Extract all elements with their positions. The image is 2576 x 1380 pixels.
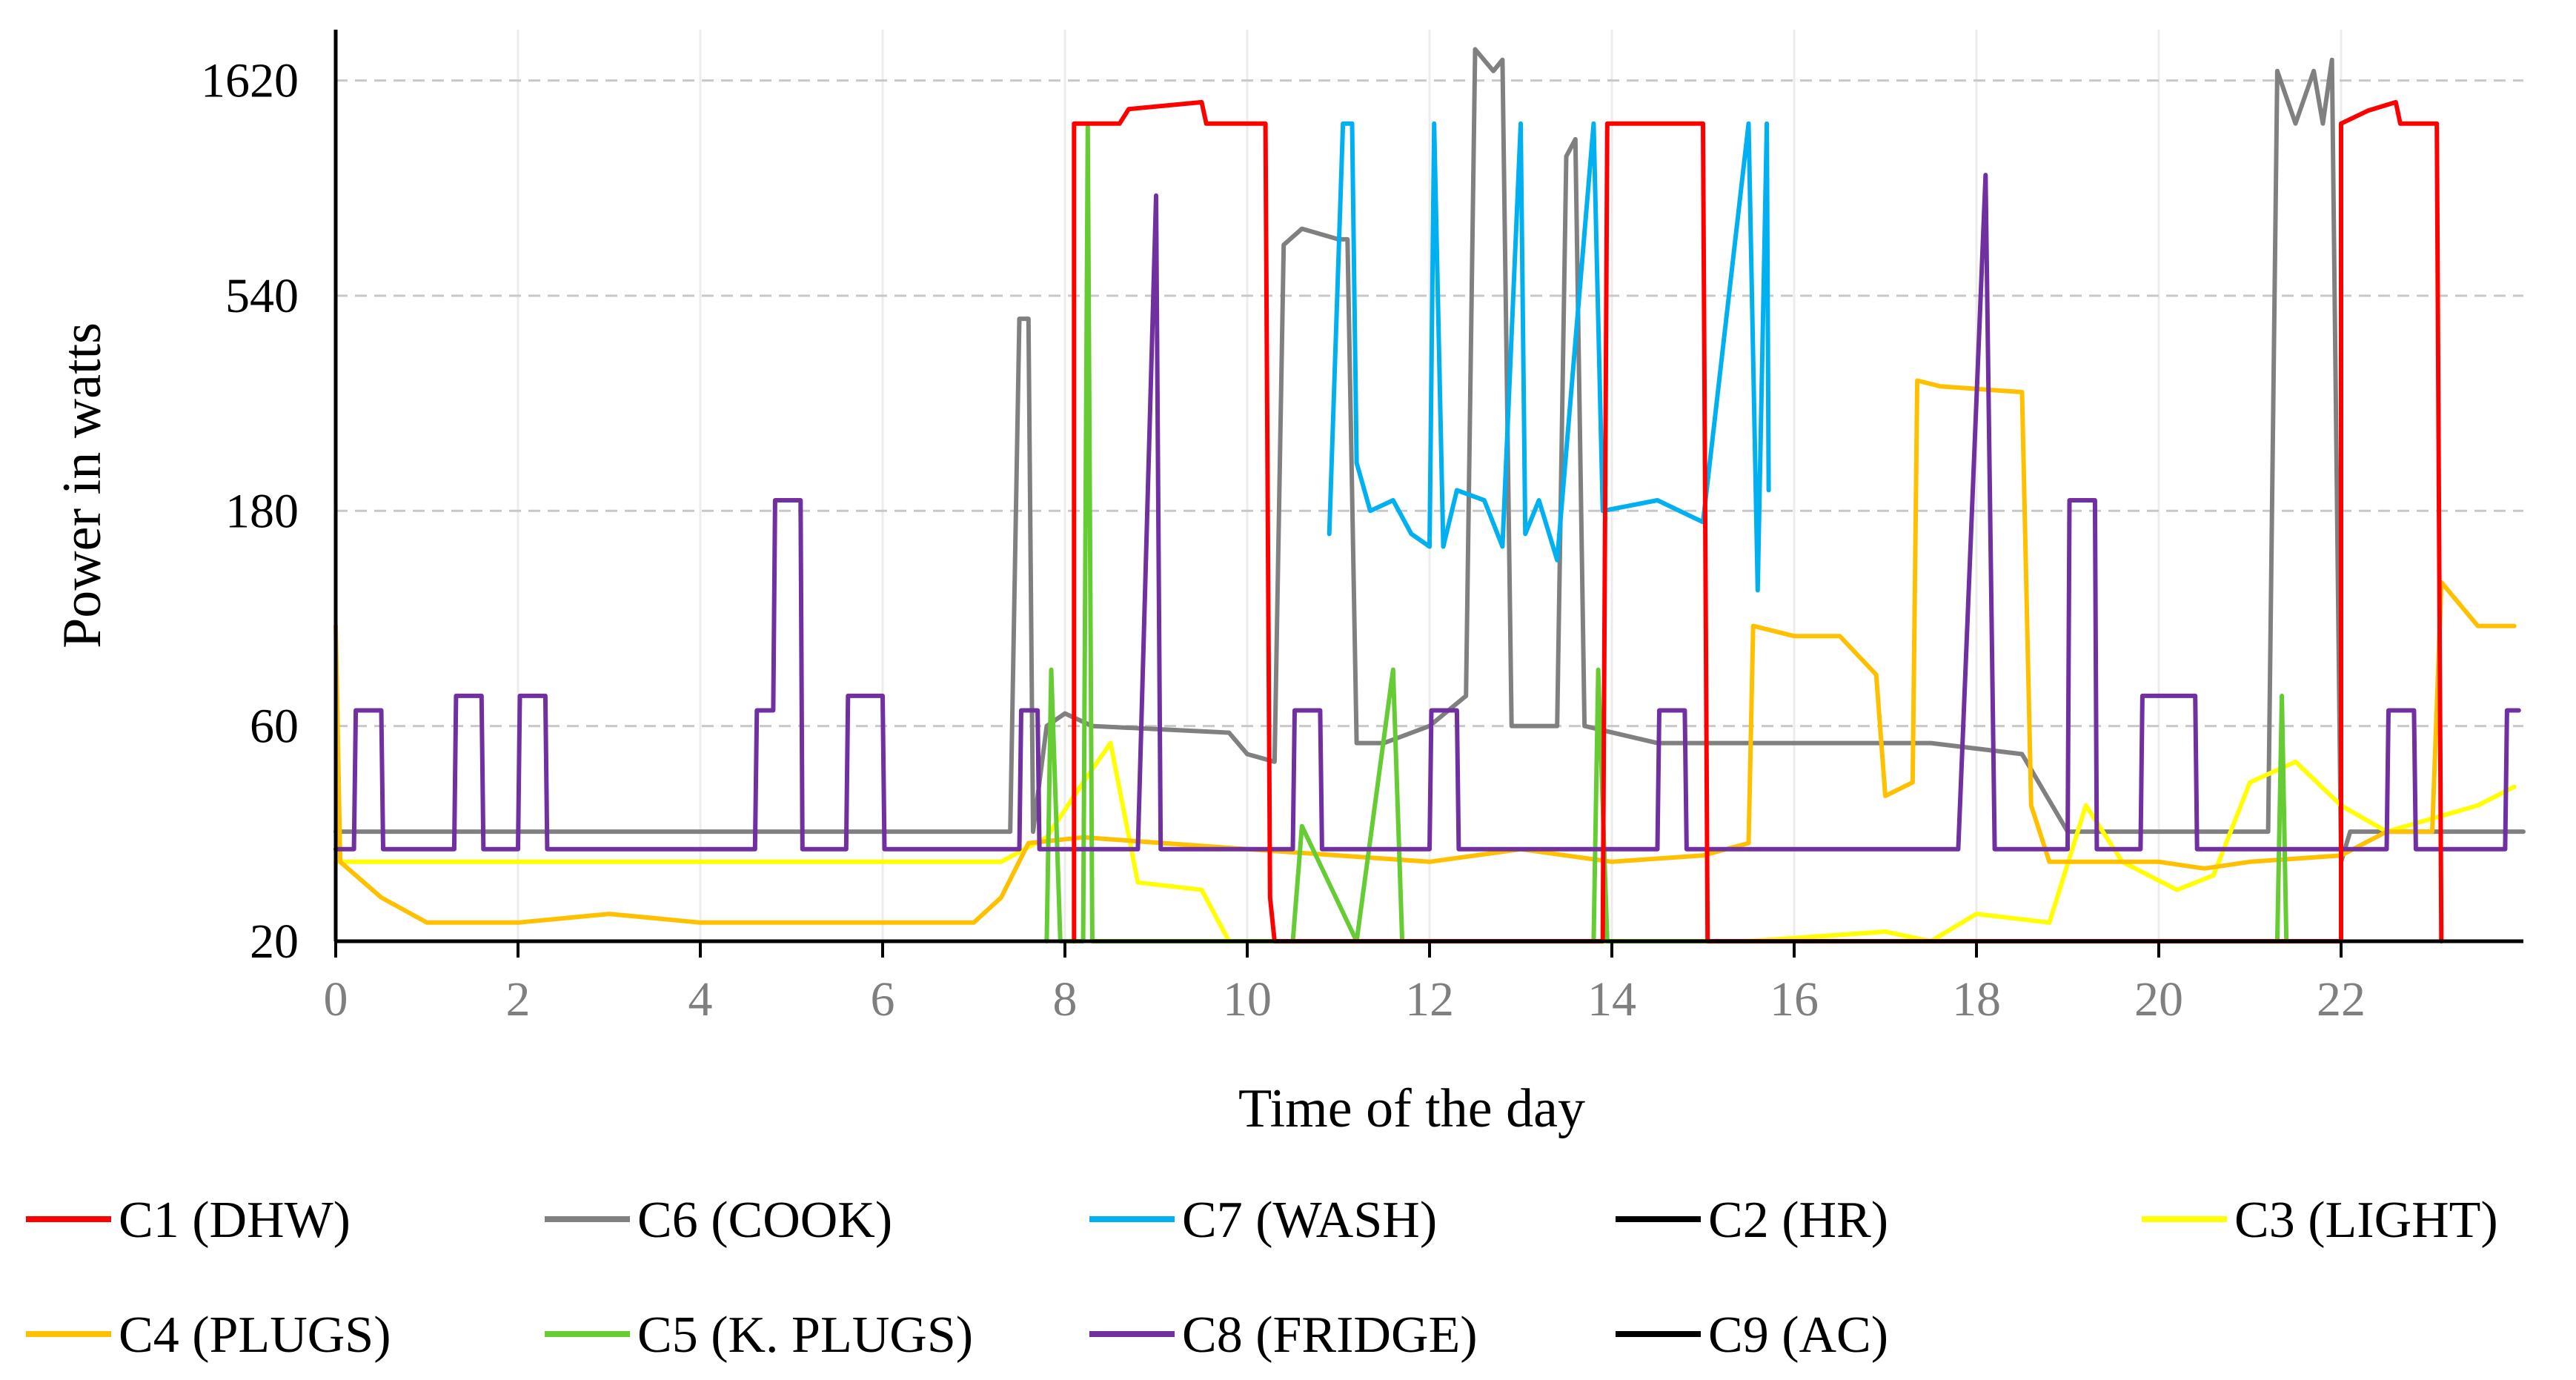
x-tick-label: 12 bbox=[1405, 972, 1454, 1026]
legend-label: C9 (AC) bbox=[1708, 1307, 1888, 1364]
x-tick-label: 10 bbox=[1223, 972, 1272, 1026]
horizontal-grid bbox=[336, 79, 2523, 728]
legend: C1 (DHW) C6 (COOK) C7 (WASH) C2 (HR) C3 (LIG… bbox=[26, 1192, 2498, 1364]
x-tick-label: 16 bbox=[1770, 972, 1819, 1026]
y-tick-label: 1620 bbox=[201, 54, 299, 108]
legend-label: C4 (PLUGS) bbox=[119, 1307, 391, 1364]
y-axis-ticks: 20 60 180 540 1620 bbox=[201, 54, 299, 969]
series-line-1 bbox=[1072, 99, 2444, 943]
y-tick-label: 540 bbox=[225, 269, 299, 323]
legend-label: C7 (WASH) bbox=[1182, 1192, 1437, 1249]
legend-label: C1 (DHW) bbox=[119, 1192, 351, 1249]
series-line-5 bbox=[333, 740, 2517, 943]
x-tick-label: 0 bbox=[324, 972, 348, 1026]
legend-label: C6 (COOK) bbox=[637, 1192, 892, 1249]
legend-label: C8 (FRIDGE) bbox=[1182, 1307, 1478, 1364]
legend-label: C3 (LIGHT) bbox=[2234, 1192, 2498, 1249]
x-tick-label: 8 bbox=[1053, 972, 1078, 1026]
x-tick-label: 2 bbox=[506, 972, 531, 1026]
y-tick-label: 60 bbox=[250, 700, 299, 754]
series-line-6 bbox=[333, 378, 2517, 925]
x-tick-label: 14 bbox=[1587, 972, 1636, 1026]
series-line-3 bbox=[1327, 121, 1771, 593]
x-tick-label: 6 bbox=[871, 972, 895, 1026]
y-axis-title: Power in watts bbox=[52, 322, 113, 648]
x-tick-label: 18 bbox=[1952, 972, 2001, 1026]
legend-label: C5 (K. PLUGS) bbox=[637, 1307, 973, 1364]
x-tick-label: 22 bbox=[2317, 972, 2366, 1026]
series-line-7 bbox=[1044, 121, 2289, 943]
x-tick-label: 20 bbox=[2134, 972, 2183, 1026]
y-tick-label: 180 bbox=[225, 484, 299, 538]
x-axis-title: Time of the day bbox=[1238, 1078, 1585, 1139]
x-axis-ticks: 0 2 4 6 8 10 12 14 16 18 20 22 bbox=[324, 941, 2366, 1026]
y-tick-label: 20 bbox=[250, 915, 299, 969]
x-tick-label: 4 bbox=[688, 972, 713, 1026]
series-line-2 bbox=[333, 47, 2526, 864]
legend-label: C2 (HR) bbox=[1708, 1192, 1888, 1249]
series-line-8 bbox=[333, 173, 2521, 852]
series-layer bbox=[333, 47, 2526, 943]
